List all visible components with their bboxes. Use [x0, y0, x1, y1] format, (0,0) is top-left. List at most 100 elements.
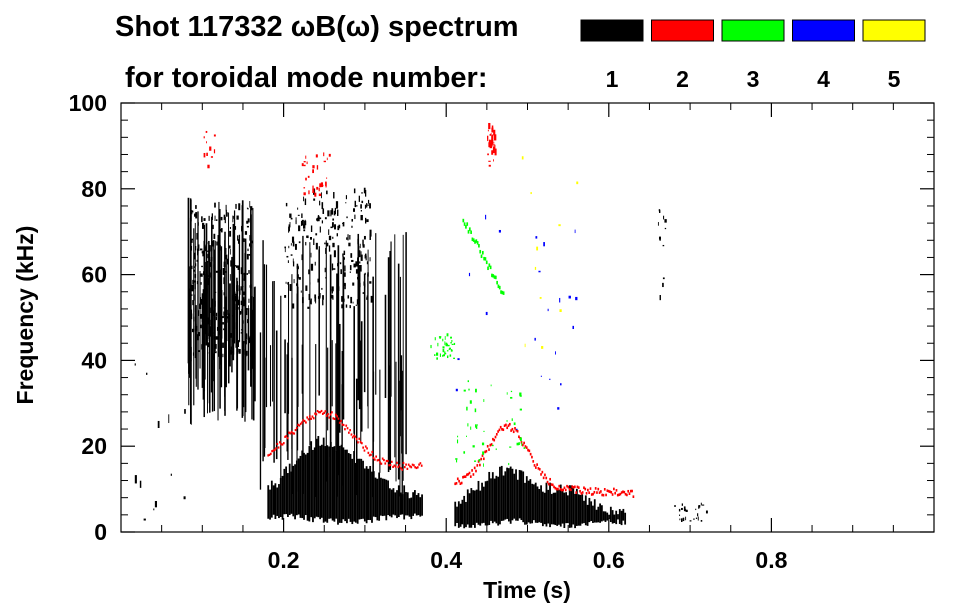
n2-chirp-a [388, 464, 391, 467]
n2-chirp-a [418, 463, 420, 466]
n2-high-burst-late [487, 129, 489, 132]
n1-broadband-early [241, 309, 243, 315]
n1-low-band-b [543, 492, 546, 525]
n1-burst-mid [296, 265, 299, 269]
n1-burst-mid [330, 210, 332, 217]
n3-chirp-high [484, 257, 487, 261]
n1-burst-mid [296, 299, 299, 305]
n3-cluster-mid [442, 354, 444, 357]
n2-chirp-b [534, 466, 537, 469]
n2-chirp-b [567, 485, 570, 489]
n1-low-band-b [520, 470, 523, 521]
n1-low-band-a [376, 478, 379, 521]
n1-broadband-early [224, 216, 226, 224]
n1-broadband-early [250, 284, 252, 289]
n4-fragments [543, 242, 545, 247]
n2-chirp-b [564, 488, 567, 492]
n1-low-band-b [549, 482, 551, 528]
n1-burst-mid [367, 199, 370, 204]
n1-broadband-early [236, 281, 239, 409]
n1-broadband-early [218, 216, 221, 219]
n1-low-band-a [326, 445, 329, 523]
n1-burst-mid [273, 280, 275, 463]
n2-chirp-a [302, 419, 305, 422]
n3-low-fragments [472, 445, 475, 448]
n1-low-band-a [269, 489, 271, 520]
n1-burst-mid [352, 301, 354, 304]
n1-low-band-b [597, 506, 600, 523]
n1-broadband-early [197, 310, 200, 316]
n3-chirp-high [478, 244, 480, 248]
n2-chirp-a [393, 464, 396, 467]
n2-high-burst-late [492, 146, 495, 154]
n4-fragments [457, 358, 460, 361]
n1-broadband-early [231, 351, 234, 354]
n1-low-band-a [333, 446, 336, 522]
n1-broadband-early [214, 300, 216, 307]
n1-broadband-early [188, 288, 191, 378]
n1-low-band-b [495, 475, 498, 524]
n2-high-burst-mid [306, 161, 308, 165]
n1-low-band-a [267, 485, 270, 519]
n2-chirp-a [363, 449, 366, 452]
n1-burst-mid [310, 263, 314, 271]
n1-low-band-a [388, 488, 391, 517]
n1-burst-mid [328, 235, 332, 241]
n1-low-band-a [340, 444, 343, 523]
n1-late-burst [695, 508, 697, 511]
n1-low-band-b [575, 488, 578, 526]
n1-burst-mid [363, 235, 366, 240]
n2-chirp-a [379, 461, 381, 464]
n1-low-band-a [310, 441, 313, 518]
n1-sparse-fragments [664, 219, 667, 223]
n1-broadband-early [190, 315, 192, 321]
n1-burst-mid [364, 283, 366, 288]
n1-low-band-a [347, 453, 350, 519]
n1-broadband-early [234, 265, 237, 267]
n3-chirp-high [501, 290, 504, 295]
n1-burst-mid [358, 250, 361, 258]
n3-low-fragments [521, 442, 523, 446]
n2-chirp-a [318, 411, 320, 414]
n2-chirp-a [268, 453, 271, 456]
n2-chirp-b [459, 482, 462, 486]
n1-burst-mid [390, 241, 392, 397]
n1-burst-mid [305, 285, 308, 291]
n1-burst-mid [334, 224, 337, 230]
n1-late-burst [682, 517, 685, 522]
n1-late-burst [700, 502, 702, 506]
n2-high-burst-late [494, 134, 497, 141]
n1-burst-mid [304, 219, 306, 225]
n3-low-fragments [513, 422, 516, 426]
x-axis-label: Time (s) [483, 577, 571, 603]
n1-burst-mid [354, 214, 356, 220]
n3-low-fragments [483, 463, 484, 467]
n3-chirp-high [498, 285, 501, 290]
n1-broadband-early [242, 320, 244, 324]
n3-chirp-high [463, 222, 466, 226]
n1-burst-mid [364, 217, 367, 224]
n1-burst-mid [359, 264, 362, 272]
n1-burst-mid [355, 304, 358, 306]
n3-low-fragments [467, 380, 470, 383]
n1-broadband-early [230, 349, 232, 355]
n1-burst-mid [356, 299, 359, 305]
n1-broadband-early [219, 284, 222, 291]
n1-broadband-early [215, 316, 218, 321]
n1-broadband-early [236, 348, 239, 353]
n1-broadband-early [211, 240, 215, 247]
n2-chirp-a [338, 421, 341, 424]
n2-chirp-b [602, 493, 605, 497]
n1-broadband-early [201, 344, 203, 350]
n1-broadband-early [211, 272, 213, 277]
n1-burst-mid [286, 255, 289, 258]
n5-fragments [530, 192, 532, 195]
n1-burst-mid [359, 243, 361, 249]
n1-burst-mid [331, 222, 334, 228]
n1-low-band-b [513, 473, 516, 519]
n1-burst-mid [333, 210, 336, 216]
n1-sparse-fragments [183, 496, 186, 500]
n1-broadband-early [206, 260, 209, 263]
n1-low-band-b [620, 510, 623, 526]
n1-broadband-early [241, 205, 244, 418]
